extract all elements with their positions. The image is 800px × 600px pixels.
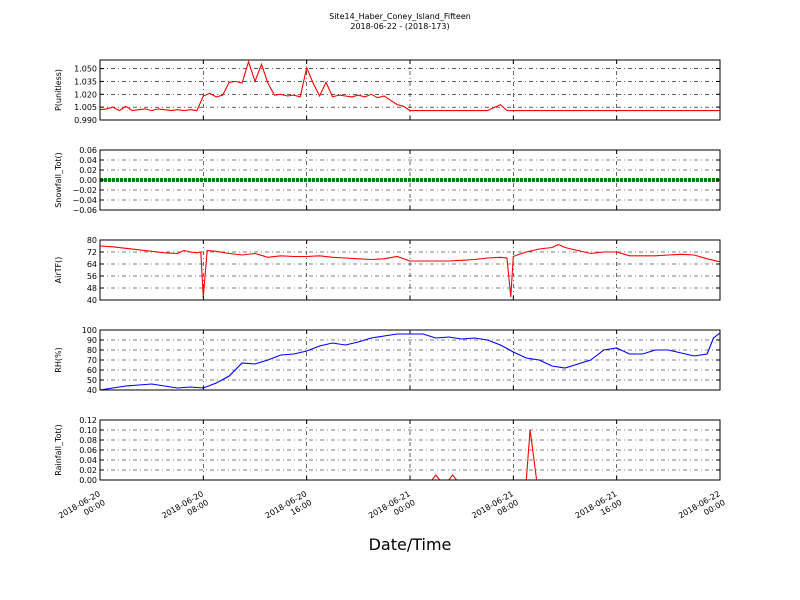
y-tick-label: 40 xyxy=(87,386,97,395)
y-tick-label: −0.02 xyxy=(72,186,97,195)
y-tick-label: 72 xyxy=(87,248,97,257)
series-line xyxy=(99,332,721,391)
y-tick-label: 80 xyxy=(87,236,97,245)
y-tick-label: 70 xyxy=(87,356,97,365)
y-tick-label: 100 xyxy=(82,326,97,335)
y-axis-label: Snowfall_Tot() xyxy=(54,152,63,208)
y-tick-label: 0.08 xyxy=(79,436,97,445)
subplot-1: 1.050 1.035 1.020 1.005 0.990 P(unitless) xyxy=(54,59,721,125)
y-tick-label: 64 xyxy=(87,260,97,269)
y-tick-label: 50 xyxy=(87,376,97,385)
y-axis-label: P(unitless) xyxy=(54,69,63,111)
subplot-2: 0.060.040.020.00−0.02−0.04−0.06 Snowfall_… xyxy=(54,146,721,215)
subplot-3: 80 72 64 56 48 40 AirTF() xyxy=(54,236,721,305)
y-tick-label: 0.06 xyxy=(79,146,97,155)
y-axis-label: RH(%) xyxy=(54,347,63,372)
y-tick-label: 0.04 xyxy=(79,156,97,165)
y-tick-label: 0.00 xyxy=(79,176,97,185)
y-tick-label: 56 xyxy=(87,272,97,281)
y-tick-label: −0.06 xyxy=(72,206,97,215)
y-tick-label: 0.04 xyxy=(79,456,97,465)
y-tick-label: 0.10 xyxy=(79,426,97,435)
y-tick-label: 0.990 xyxy=(74,116,97,125)
y-tick-label: 1.020 xyxy=(74,90,97,99)
y-tick-label: 0.12 xyxy=(79,416,97,425)
y-tick-label: 48 xyxy=(87,284,97,293)
y-axis-label: Rainfall_Tot() xyxy=(54,424,63,476)
y-tick-label: 1.035 xyxy=(74,77,97,86)
y-tick-label: 40 xyxy=(87,296,97,305)
y-tick-label: 0.02 xyxy=(79,166,97,175)
y-tick-label: 60 xyxy=(87,366,97,375)
y-tick-label: 1.005 xyxy=(74,103,97,112)
y-tick-label: 0.02 xyxy=(79,466,97,475)
series-line xyxy=(100,429,720,481)
y-tick-label: 0.06 xyxy=(79,446,97,455)
y-tick-label: 80 xyxy=(87,346,97,355)
y-axis-label: AirTF() xyxy=(54,257,63,284)
figure-subtitle: 2018-06-22 - (2018-173) xyxy=(350,22,449,31)
series-line xyxy=(99,243,721,298)
figure-title: Site14_Haber_Coney_Island_Fifteen xyxy=(329,12,471,21)
x-axis-title: Date/Time xyxy=(369,535,452,554)
y-tick-label: 1.050 xyxy=(74,65,97,74)
subplot-5: 0.120.100.080.060.040.020.00 Rainfall_Tot… xyxy=(54,416,721,485)
y-tick-label: −0.04 xyxy=(72,196,97,205)
y-tick-label: 0.00 xyxy=(79,476,97,485)
subplot-panels: 1.050 1.035 1.020 1.005 0.990 P(unitless) 0.06… xyxy=(54,59,721,485)
series-line xyxy=(99,59,720,112)
y-tick-label: 90 xyxy=(87,336,97,345)
